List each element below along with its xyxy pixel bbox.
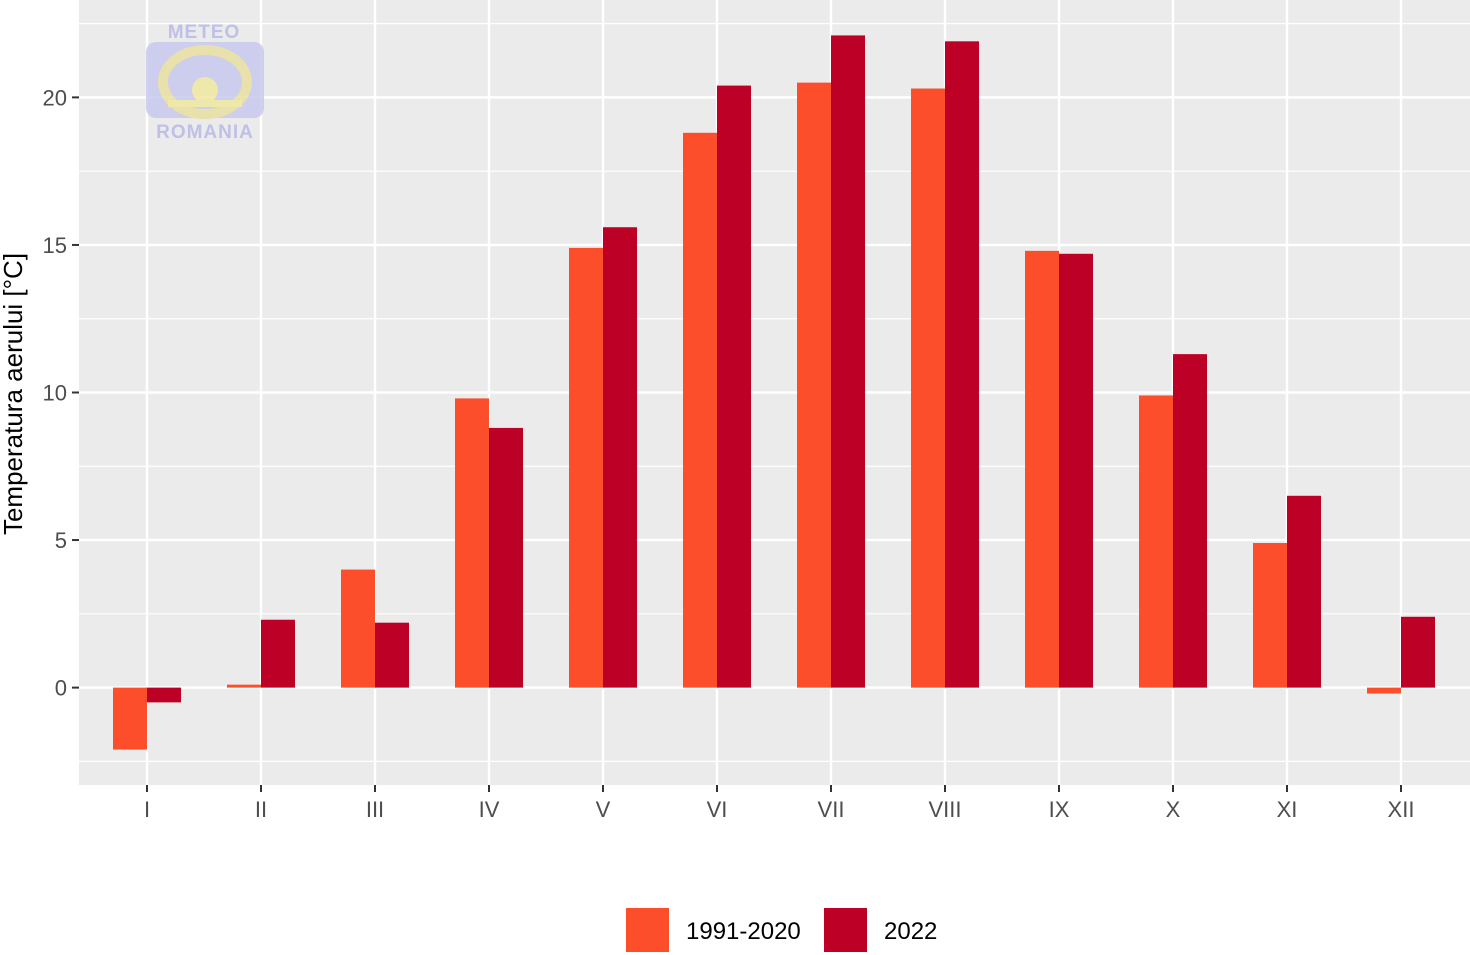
x-tick-label: XII (1388, 797, 1415, 822)
bar-normal-V (569, 247, 603, 688)
bar-normal-III (341, 569, 375, 688)
bars (113, 35, 1435, 750)
bar-normal-IX (1025, 250, 1059, 688)
x-tick-label: IX (1049, 797, 1070, 822)
bar-normal-XI (1253, 543, 1287, 688)
bar-normal-IV (455, 398, 489, 688)
meteo-romania-logo: METEO ROMANIA (146, 22, 264, 143)
bar-year-XI (1287, 495, 1321, 688)
bar-year-VIII (945, 41, 979, 688)
bar-year-III (375, 622, 409, 688)
logo-bottom-text: ROMANIA (156, 122, 254, 143)
bar-normal-I (113, 687, 147, 750)
bar-year-X (1173, 354, 1207, 688)
bar-normal-XII (1367, 687, 1401, 694)
logo-top-text: METEO (168, 22, 241, 43)
legend-key (824, 908, 867, 952)
logo-base (168, 100, 242, 107)
x-tick-label: IV (479, 797, 500, 822)
logo-sun (192, 77, 218, 103)
bar-year-IV (489, 427, 523, 688)
bar-normal-X (1139, 395, 1173, 688)
bar-year-VI (717, 85, 751, 688)
x-tick-label: I (144, 797, 150, 822)
bar-normal-II (227, 684, 261, 688)
x-tick-label: VI (707, 797, 728, 822)
x-tick-label: X (1166, 797, 1181, 822)
bar-year-VII (831, 35, 865, 688)
bar-year-I (147, 687, 181, 703)
y-tick-label: 5 (55, 528, 67, 553)
y-tick-label: 15 (43, 233, 67, 258)
logo-ring (158, 45, 252, 119)
legend-label: 1991-2020 (686, 918, 801, 945)
bar-normal-VI (683, 132, 717, 688)
x-tick-label: VII (818, 797, 845, 822)
bar-year-V (603, 227, 637, 688)
x-axis-ticks: I II III IV V VI VII VIII IX X XI XII (144, 785, 1415, 822)
y-tick-label: 20 (43, 85, 67, 110)
y-axis-title: Temperatura aerului [°C] (0, 253, 28, 535)
y-axis-ticks: 0 5 10 15 20 (43, 85, 79, 701)
legend-label: 2022 (884, 918, 937, 945)
y-tick-label: 0 (55, 676, 67, 701)
bar-normal-VIII (911, 88, 945, 688)
y-tick-label: 10 (43, 381, 67, 406)
legend: 1991-2020 2022 (626, 908, 937, 952)
bar-year-XII (1401, 616, 1435, 688)
bar-year-IX (1059, 253, 1093, 688)
bar-year-II (261, 619, 295, 688)
legend-key (626, 908, 669, 952)
bar-normal-VII (797, 82, 831, 688)
x-tick-label: II (255, 797, 267, 822)
x-tick-label: VIII (928, 797, 961, 822)
x-tick-label: III (366, 797, 384, 822)
x-tick-label: XI (1277, 797, 1298, 822)
minor-gridlines (79, 23, 1470, 762)
x-tick-label: V (596, 797, 611, 822)
